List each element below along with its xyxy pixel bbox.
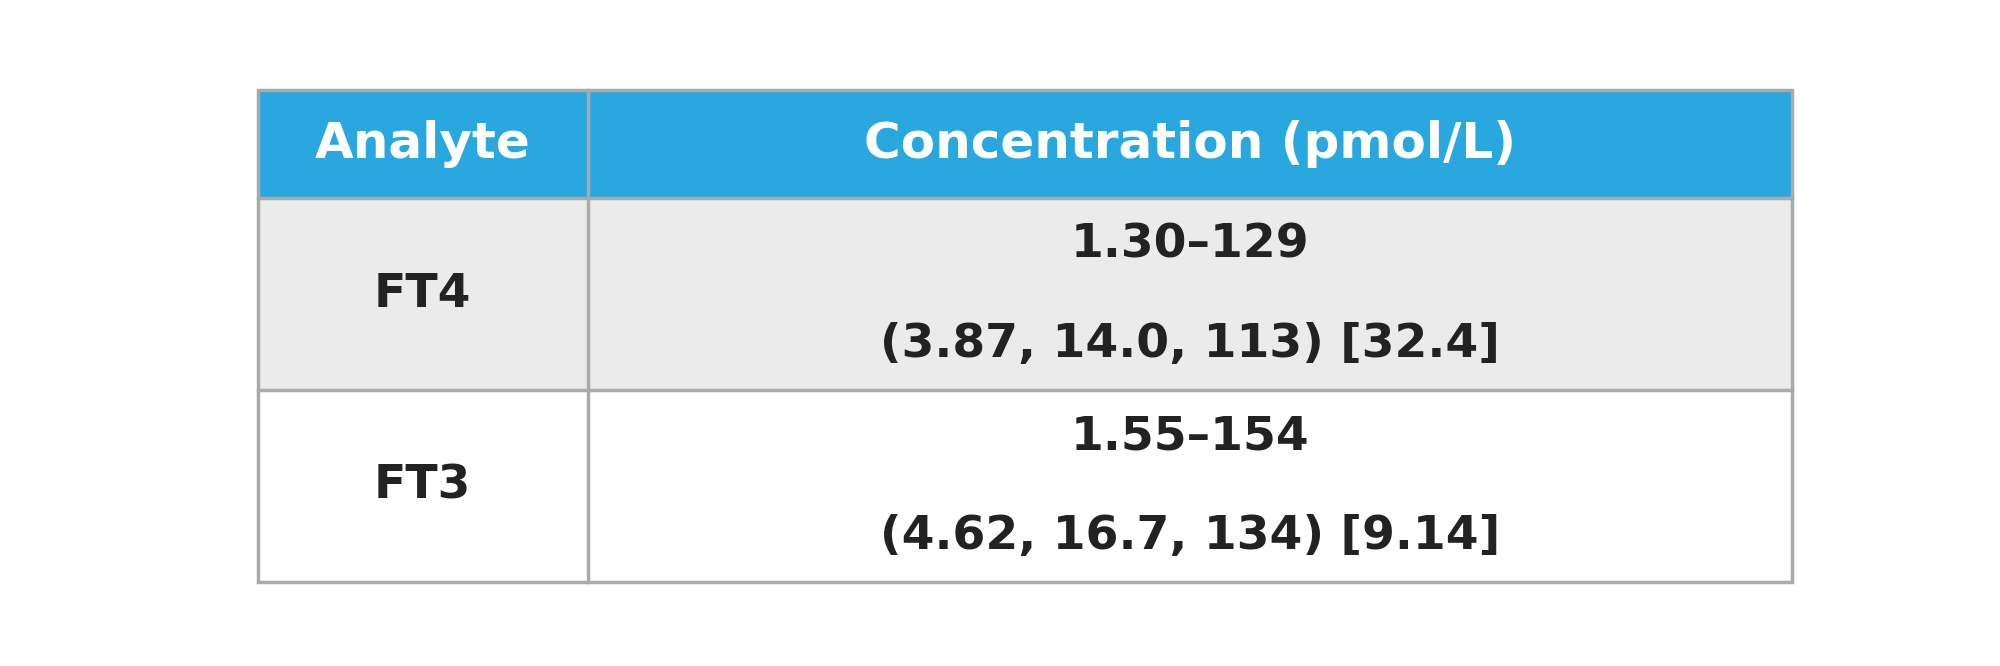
Text: (3.87, 14.0, 113) [32.4]: (3.87, 14.0, 113) [32.4] xyxy=(880,322,1500,367)
Bar xyxy=(258,90,1792,198)
Text: Concentration (pmol/L): Concentration (pmol/L) xyxy=(864,121,1516,168)
Text: Analyte: Analyte xyxy=(314,121,530,168)
Text: 1.30–129: 1.30–129 xyxy=(1070,222,1310,267)
Bar xyxy=(258,198,1792,390)
Text: FT4: FT4 xyxy=(374,272,472,317)
Bar xyxy=(258,390,1792,583)
Text: FT3: FT3 xyxy=(374,464,472,509)
Text: 1.55–154: 1.55–154 xyxy=(1070,414,1310,459)
Text: (4.62, 16.7, 134) [9.14]: (4.62, 16.7, 134) [9.14] xyxy=(880,514,1500,559)
